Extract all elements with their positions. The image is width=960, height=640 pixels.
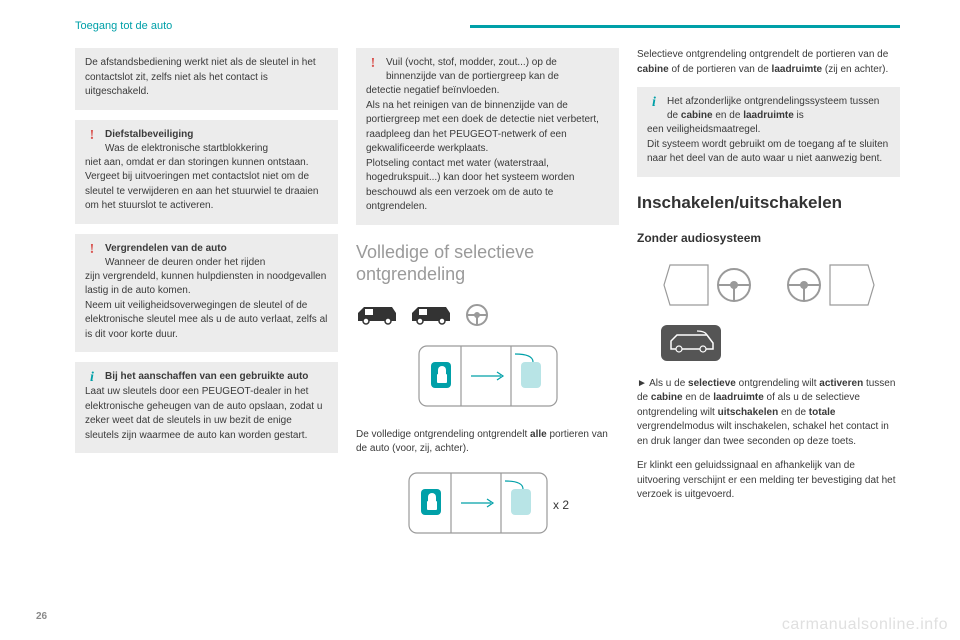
figure-dash-button <box>657 321 900 367</box>
t: is <box>794 110 804 121</box>
t: cabine <box>637 64 669 75</box>
para-confirmation: Er klinkt een geluidssignaal en afhankel… <box>637 459 900 503</box>
warning-icon: ! <box>85 129 99 143</box>
t: laadruimte <box>713 392 764 403</box>
column-1: De afstandsbediening werkt niet als de s… <box>75 48 338 610</box>
t: laadruimte <box>772 64 823 75</box>
warn-antitheft-lead: Was de elektronische startblokkering <box>105 143 268 154</box>
para-full-unlock-pre: De volledige ontgrendeling ontgrendelt <box>356 429 530 440</box>
header-accent-bar <box>470 25 900 28</box>
column-3: Selectieve ontgrendeling ontgrendelt de … <box>637 48 900 610</box>
t: en de <box>683 392 714 403</box>
figure-doors-wheels <box>637 257 900 311</box>
info-separate-system: i Het afzonderlijke ontgrendelingssystee… <box>637 87 900 177</box>
t: (zij en achter). <box>822 64 888 75</box>
steering-wheel-icon <box>464 302 490 328</box>
figure-side-unlock-1 <box>356 340 619 418</box>
van-side-unlock-2-icon: x 2 <box>403 467 573 545</box>
t: en de <box>713 110 744 121</box>
t: Selectieve ontgrendeling ontgrendelt de … <box>637 49 888 60</box>
t: en de <box>778 407 809 418</box>
t: ► Als u de <box>637 378 688 389</box>
t: ontgrendeling wilt <box>736 378 819 389</box>
para-full-unlock: De volledige ontgrendeling ontgrendelt a… <box>356 428 619 457</box>
header-title: Toegang tot de auto <box>75 20 172 32</box>
heading-enable-disable: Inschakelen/uitschakelen <box>637 193 900 213</box>
info-used-car: i Bij het aanschaffen van een gebruikte … <box>75 362 338 453</box>
warn-dirt-lead: Vuil (vocht, stof, modder, zout...) op d… <box>386 57 559 82</box>
t: selectieve <box>688 378 736 389</box>
para-selective-intro: Selectieve ontgrendeling ontgrendelt de … <box>637 48 900 77</box>
warn-antitheft: ! Diefstalbeveiliging Was de elektronisc… <box>75 120 338 224</box>
warn-locking-title: Vergrendelen van de auto <box>105 243 227 254</box>
warn-dirt-handle: ! Vuil (vocht, stof, modder, zout...) op… <box>356 48 619 225</box>
para-full-unlock-bold: alle <box>530 429 547 440</box>
x2-label: x 2 <box>553 498 569 512</box>
figure-van-icons <box>356 302 619 328</box>
warn-locking-lead: Wanneer de deuren onder het rijden <box>105 257 265 268</box>
warn-antitheft-rest: niet aan, omdat er dan storingen kunnen … <box>85 156 328 214</box>
heading-full-selective: Volledige of selectieve ontgrendeling <box>356 241 619 286</box>
para-selective-toggle: ► Als u de selectieve ontgrendeling wilt… <box>637 377 900 450</box>
page-header: Toegang tot de auto <box>75 20 900 32</box>
note-remote-key-text: De afstandsbediening werkt niet als de s… <box>85 56 328 100</box>
warning-icon: ! <box>366 57 380 71</box>
van-solid-2-icon <box>410 303 452 327</box>
info-icon: i <box>85 371 99 385</box>
t: of de portieren van de <box>669 64 772 75</box>
figure-side-unlock-2: x 2 <box>356 467 619 545</box>
warn-locking: ! Vergrendelen van de auto Wanneer de de… <box>75 234 338 353</box>
van-solid-1-icon <box>356 303 398 327</box>
door-wheel-right-icon <box>776 257 876 311</box>
column-2: ! Vuil (vocht, stof, modder, zout...) op… <box>356 48 619 610</box>
info-used-car-rest: Laat uw sleutels door een PEUGEOT-dealer… <box>85 385 328 443</box>
t: vergrendelmodus wilt inschakelen, schake… <box>637 421 889 447</box>
t: activeren <box>819 378 863 389</box>
warning-icon: ! <box>85 243 99 257</box>
warn-antitheft-title: Diefstalbeveiliging <box>105 129 193 140</box>
subheading-no-audio: Zonder audiosysteem <box>637 231 900 245</box>
t: totale <box>809 407 836 418</box>
warn-locking-rest: zijn vergrendeld, kunnen hulpdiensten in… <box>85 270 328 343</box>
watermark-text: carmanualsonline.info <box>782 616 948 634</box>
t: cabine <box>651 392 683 403</box>
info-separate-rest: een veiligheidsmaatregel. Dit systeem wo… <box>647 123 890 167</box>
t: cabine <box>681 110 713 121</box>
note-remote-key: De afstandsbediening werkt niet als de s… <box>75 48 338 110</box>
info-used-car-title: Bij het aanschaffen van een gebruikte au… <box>105 371 308 382</box>
dashboard-button-icon <box>657 321 727 367</box>
t: laadruimte <box>743 110 794 121</box>
page-body: De afstandsbediening werkt niet als de s… <box>75 48 900 610</box>
t: uitschakelen <box>718 407 779 418</box>
door-wheel-left-icon <box>662 257 762 311</box>
page-number: 26 <box>36 611 47 622</box>
van-side-unlock-1-icon <box>413 340 563 418</box>
info-icon: i <box>647 96 661 110</box>
warn-dirt-rest: detectie negatief beïnvloeden. Als na he… <box>366 84 609 215</box>
